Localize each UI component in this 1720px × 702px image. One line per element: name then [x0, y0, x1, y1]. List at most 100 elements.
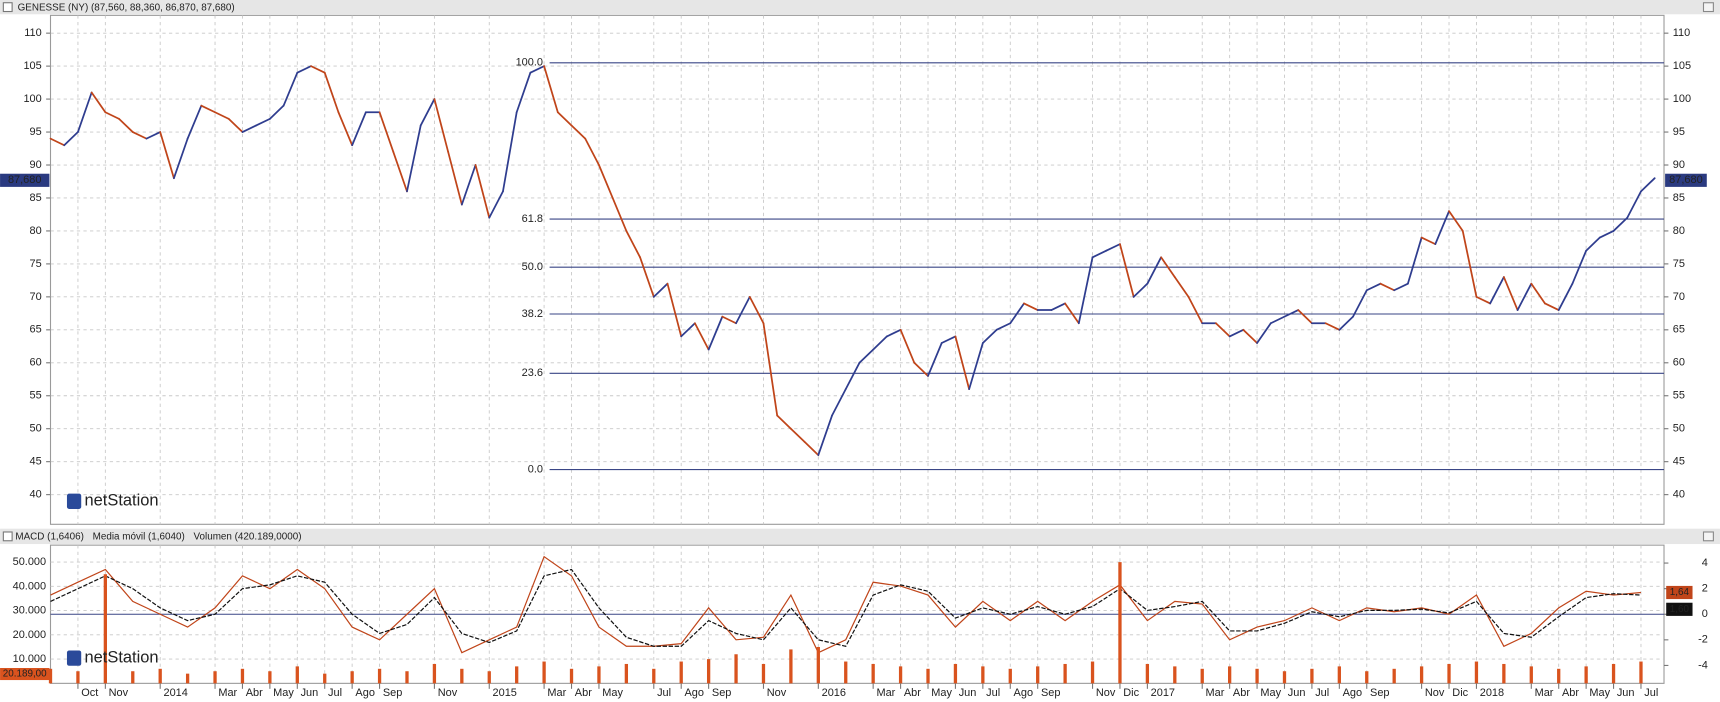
price-segment [460, 164, 477, 206]
x-tick-label: Nov [767, 687, 787, 699]
x-tick-label: Dic [1452, 687, 1468, 699]
price-segment [1256, 322, 1272, 344]
watermark: netStation [85, 648, 159, 666]
x-tick-label: Abr [246, 687, 263, 699]
price-segment [981, 328, 998, 344]
y2-tick-label: 0 [1702, 608, 1708, 620]
y-tick-label: 55 [30, 390, 42, 402]
x-tick-label: Abr [1233, 687, 1250, 699]
maximize-button[interactable] [1702, 2, 1714, 13]
volume-bar [1063, 663, 1067, 684]
volume-bar [1118, 562, 1122, 684]
x-tick-label: Nov [438, 687, 458, 699]
price-segment [1091, 249, 1108, 259]
fibonacci-label: 100.0 [516, 57, 543, 69]
chart-title: GENESSE (NY) (87,560, 88,360, 86,870, 87… [18, 2, 235, 13]
price-segment [790, 427, 806, 443]
x-tick-label: Mar [876, 687, 895, 699]
x-tick-label: May [602, 687, 623, 699]
price-segment [502, 111, 518, 193]
x-tick-label: Jun [1288, 687, 1306, 699]
volume-bar [1036, 666, 1040, 684]
maximize-button[interactable] [1702, 531, 1714, 542]
indicator-bar [0, 528, 1720, 545]
volume-bar [487, 671, 491, 684]
price-segment [515, 71, 532, 114]
y-tick-label: 45 [1673, 456, 1685, 468]
volume-bar [323, 673, 327, 684]
price-segment [1160, 256, 1176, 278]
price-segment [131, 131, 148, 140]
price-segment [255, 117, 271, 127]
price-segment [652, 282, 669, 298]
volume-bar [1337, 666, 1341, 684]
price-segment [1009, 302, 1025, 325]
window-icon [2, 2, 13, 13]
volume-bar [679, 661, 683, 684]
volume-bar [131, 671, 135, 684]
x-tick-label: Jul [1644, 687, 1658, 699]
volume-badge-label: 20.189,00 [3, 669, 47, 680]
y-tick-label: 90 [1673, 159, 1685, 171]
volume-bar [761, 663, 766, 684]
price-segment [310, 65, 326, 74]
y-tick-label: 110 [1673, 27, 1690, 39]
price-segment [145, 131, 162, 140]
price-segment [90, 91, 107, 114]
price-segment [63, 131, 79, 147]
price-segment [913, 361, 929, 377]
x-tick-label: Sep [383, 687, 403, 699]
y-tick-label: 95 [30, 126, 42, 138]
volume-bar [213, 671, 217, 684]
y-tick-label: 70 [30, 291, 42, 303]
price-segment [296, 65, 312, 74]
price-segment [885, 328, 902, 338]
y-tick-label: 80 [30, 225, 42, 237]
price-segment [1557, 282, 1574, 311]
volume-bar [158, 668, 162, 684]
price-segment [529, 65, 545, 74]
price-segment [447, 150, 463, 206]
volume-bar [295, 666, 299, 684]
x-tick-label: Ago [1343, 687, 1363, 699]
volume-bar [1502, 663, 1506, 684]
price-segment [954, 335, 971, 391]
volume-bar [871, 663, 875, 684]
price-segment [488, 190, 504, 219]
price-segment [748, 295, 765, 325]
price-segment [817, 414, 833, 456]
volume-bar [1228, 666, 1232, 684]
x-tick-label: Ago [1014, 687, 1034, 699]
y-tick-label: 40 [30, 489, 42, 501]
volume-bar [76, 671, 80, 684]
volume-bar [1474, 661, 1479, 684]
price-segment [1338, 315, 1354, 331]
y-tick-label: 65 [30, 324, 42, 336]
y-tick-label: 105 [1673, 60, 1691, 72]
price-segment [282, 71, 299, 107]
y-tick-label: 100 [23, 93, 41, 105]
volume-bar [185, 673, 190, 684]
x-tick-label: Sep [1370, 687, 1390, 699]
volume-bar [268, 671, 272, 684]
volume-bar [1447, 663, 1451, 684]
y-tick-label: 60 [30, 357, 42, 369]
volume-bar [48, 668, 53, 684]
x-tick-label: Mar [1206, 687, 1225, 699]
price-segment [899, 328, 916, 364]
y-tick-label: 105 [23, 60, 41, 72]
fibonacci-label: 23.6 [522, 367, 543, 379]
y-tick-label: 10.000 [13, 653, 47, 665]
y-tick-label: 50 [1673, 423, 1685, 435]
price-segment [214, 111, 230, 120]
price-segment [186, 104, 203, 140]
price-segment [543, 65, 559, 114]
volume-bar [1419, 666, 1424, 684]
x-tick-label: May [1260, 687, 1281, 699]
volume-bar [405, 671, 409, 684]
x-tick-label: Jul [328, 687, 342, 699]
price-segment [1544, 302, 1560, 311]
x-tick-label: 2015 [493, 687, 517, 699]
fibonacci-label: 61.8 [522, 213, 543, 225]
